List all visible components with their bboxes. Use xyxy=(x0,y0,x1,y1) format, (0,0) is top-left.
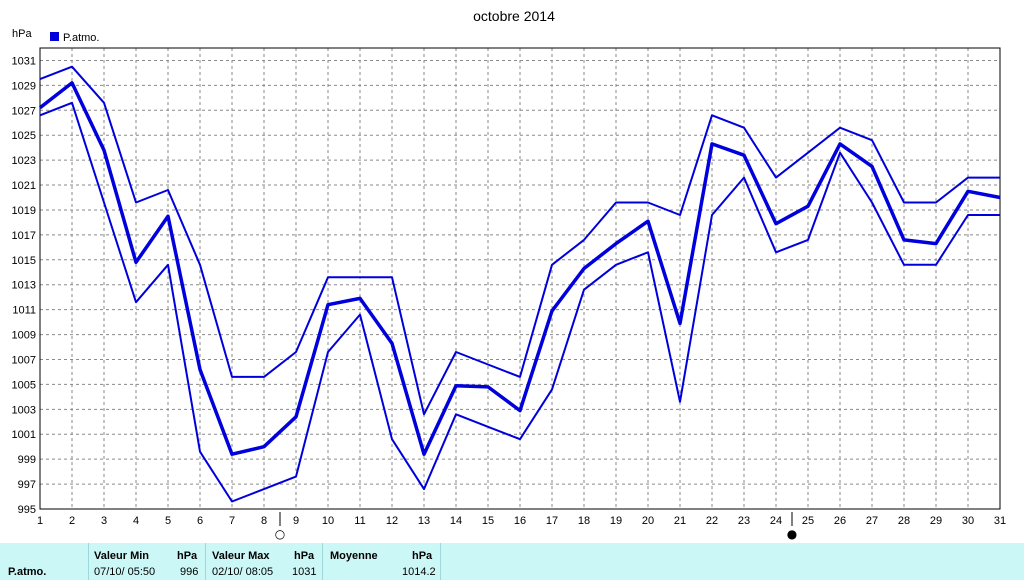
y-tick-label: 997 xyxy=(18,479,36,491)
y-tick-label: 1029 xyxy=(12,80,36,92)
y-axis-unit: hPa xyxy=(12,28,32,40)
series-line-max xyxy=(39,65,1000,416)
moon-phase-icon: ● xyxy=(787,527,797,541)
y-tick-label: 1007 xyxy=(12,354,36,366)
x-tick-label: 21 xyxy=(674,515,686,527)
x-tick-label: 6 xyxy=(197,515,203,527)
summary-bar: P.atmo. Valeur Min hPa 07/10/ 05:50 996 … xyxy=(0,543,1024,580)
summary-row-label: P.atmo. xyxy=(8,566,47,578)
y-tick-label: 1009 xyxy=(12,330,36,342)
x-tick-label: 29 xyxy=(930,515,942,527)
mean-header: Moyenne xyxy=(330,550,378,562)
series-group xyxy=(38,65,1001,503)
x-tick-label: 17 xyxy=(546,515,558,527)
y-tick-label: 999 xyxy=(18,454,36,466)
x-tick-label: 26 xyxy=(834,515,846,527)
x-tick-label: 9 xyxy=(293,515,299,527)
x-tick-label: 28 xyxy=(898,515,910,527)
moon-markers: ○ ● xyxy=(275,512,797,541)
x-tick-label: 7 xyxy=(229,515,235,527)
x-tick-label: 15 xyxy=(482,515,494,527)
x-axis: 1 2 3 4 5 6 7 8 9 10 11 12 13 14 15 16 17 18 19 20 21 22 23 24 2… xyxy=(37,515,1006,527)
x-tick-label: 22 xyxy=(706,515,718,527)
x-tick-label: 12 xyxy=(386,515,398,527)
x-tick-label: 25 xyxy=(802,515,814,527)
max-value: 1031 xyxy=(292,566,317,578)
y-tick-label: 1027 xyxy=(12,105,36,117)
max-header: Valeur Max xyxy=(212,550,270,562)
x-tick-label: 10 xyxy=(322,515,334,527)
x-tick-label: 19 xyxy=(610,515,622,527)
y-tick-label: 1017 xyxy=(12,230,36,242)
y-tick-label: 1021 xyxy=(12,180,36,192)
x-tick-label: 24 xyxy=(770,515,782,527)
max-datetime: 02/10/ 08:05 xyxy=(212,566,274,578)
plot-area-frame xyxy=(39,47,1001,510)
x-tick-label: 16 xyxy=(514,515,526,527)
min-unit: hPa xyxy=(177,550,198,562)
y-tick-label: 995 xyxy=(18,504,36,516)
mean-unit: hPa xyxy=(412,550,433,562)
x-tick-label: 31 xyxy=(994,515,1006,527)
x-tick-label: 18 xyxy=(578,515,590,527)
y-tick-label: 1023 xyxy=(12,155,36,167)
x-tick-label: 3 xyxy=(101,515,107,527)
x-tick-label: 2 xyxy=(69,515,75,527)
y-tick-label: 1025 xyxy=(12,130,36,142)
x-tick-label: 5 xyxy=(165,515,171,527)
x-tick-label: 27 xyxy=(866,515,878,527)
y-tick-label: 1013 xyxy=(12,280,36,292)
min-value: 996 xyxy=(180,566,199,578)
max-unit: hPa xyxy=(294,550,315,562)
x-tick-label: 23 xyxy=(738,515,750,527)
y-tick-label: 1015 xyxy=(12,255,36,267)
min-datetime: 07/10/ 05:50 xyxy=(94,566,156,578)
y-tick-label: 1011 xyxy=(12,305,36,317)
legend-label: P.atmo. xyxy=(63,32,100,44)
x-tick-label: 4 xyxy=(133,515,139,527)
mean-value: 1014.2 xyxy=(402,566,436,578)
x-tick-label: 20 xyxy=(642,515,654,527)
x-tick-label: 11 xyxy=(354,515,365,527)
x-tick-label: 30 xyxy=(962,515,974,527)
y-axis: 995 997 999 1001 1003 1005 1007 1009 1011 1013 101… xyxy=(12,55,36,516)
grid xyxy=(39,48,1001,510)
pressure-chart: octobre 2014 hPa P.atmo. 995 997 999 1001 10… xyxy=(12,8,1007,541)
chart-title: octobre 2014 xyxy=(473,8,555,24)
x-tick-label: 14 xyxy=(450,515,462,527)
y-tick-label: 1005 xyxy=(12,379,36,391)
moon-phase-icon: ○ xyxy=(275,527,285,541)
y-tick-label: 1031 xyxy=(12,55,36,67)
x-tick-label: 8 xyxy=(261,515,267,527)
series-line-min xyxy=(39,101,1000,503)
series-line-mean xyxy=(38,81,1001,456)
x-tick-label: 1 xyxy=(37,515,43,527)
y-tick-label: 1001 xyxy=(12,429,36,441)
y-tick-label: 1019 xyxy=(12,205,36,217)
x-tick-label: 13 xyxy=(418,515,430,527)
legend-swatch xyxy=(50,32,59,41)
y-tick-label: 1003 xyxy=(12,404,36,416)
min-header: Valeur Min xyxy=(94,550,150,562)
